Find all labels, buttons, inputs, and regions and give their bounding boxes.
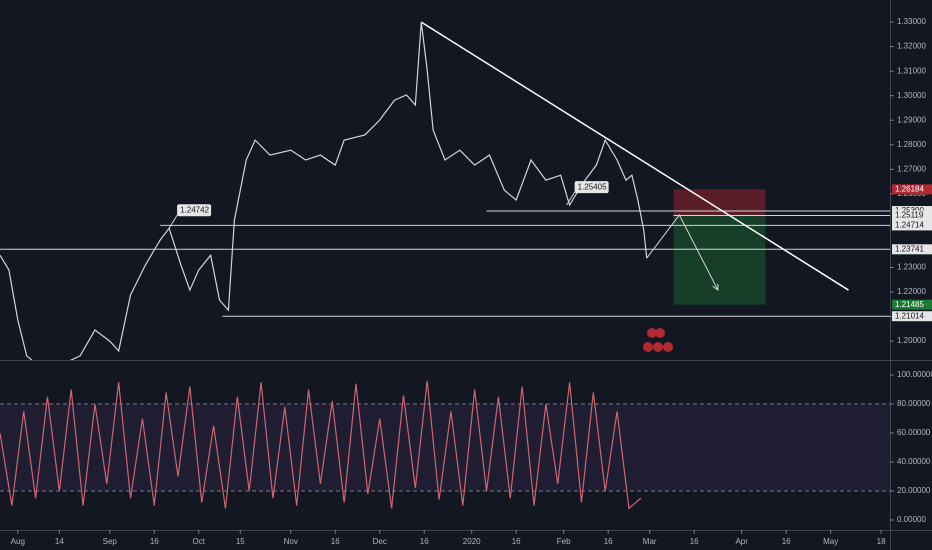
- annotation-box: [177, 204, 212, 217]
- y-tick-label: 40.00000: [897, 457, 931, 466]
- price-label: 1.26184: [895, 184, 924, 193]
- x-tick-label: 18: [877, 537, 886, 546]
- y-tick-label: 1.20000: [897, 336, 926, 345]
- y-tick-label: 1.27000: [897, 164, 926, 173]
- x-tick-label: Mar: [643, 537, 657, 546]
- y-tick-label: 1.22000: [897, 287, 926, 296]
- x-tick-label: 16: [690, 537, 699, 546]
- x-tick-label: Nov: [284, 537, 298, 546]
- y-tick-label: 1.23000: [897, 263, 926, 272]
- y-tick-label: 60.00000: [897, 428, 931, 437]
- annotation-pointer: [168, 214, 178, 229]
- projection: [646, 214, 718, 290]
- price-label: 1.21485: [895, 300, 924, 309]
- y-tick-label: 1.33000: [897, 17, 926, 26]
- x-tick-label: 16: [604, 537, 613, 546]
- price-label-box: [892, 299, 932, 310]
- y-tick-label: 1.32000: [897, 42, 926, 51]
- x-tick-label: 16: [420, 537, 429, 546]
- band-fill: [0, 404, 890, 492]
- x-tick-label: 16: [150, 537, 159, 546]
- stop-zone: [673, 189, 766, 216]
- y-tick-label: 100.00000: [897, 370, 932, 379]
- x-tick-label: Dec: [373, 537, 387, 546]
- annotation-box: [574, 181, 609, 194]
- price-label-box: [892, 244, 932, 255]
- price-label-box: [892, 220, 932, 231]
- pane: [0, 21, 890, 360]
- x-tick-label: 16: [512, 537, 521, 546]
- trendline: [420, 21, 849, 291]
- series-line: [0, 22, 648, 360]
- annotation: 1.25405: [578, 182, 607, 191]
- price-label-box: [892, 311, 932, 322]
- pane: [0, 380, 890, 510]
- target-zone: [673, 215, 766, 305]
- annotation-pointer: [566, 191, 576, 206]
- price-label-box: [892, 184, 932, 195]
- y-tick-label: 1.29000: [897, 115, 926, 124]
- x-tick-label: Aug: [11, 537, 25, 546]
- x-tick-label: 14: [55, 537, 64, 546]
- indicator-icons: [643, 328, 673, 352]
- price-label-box: [892, 210, 932, 221]
- x-tick-label: 16: [331, 537, 340, 546]
- x-tick-label: 16: [782, 537, 791, 546]
- x-tick-label: 15: [236, 537, 245, 546]
- x-tick-label: Apr: [735, 537, 748, 546]
- price-label: 1.23741: [895, 244, 924, 253]
- x-tick-label: Oct: [193, 537, 206, 546]
- y-tick-label: 80.00000: [897, 399, 931, 408]
- annotation: 1.24742: [180, 205, 209, 214]
- y-tick-label: 20.00000: [897, 486, 931, 495]
- x-tick-label: Sep: [103, 537, 118, 546]
- x-tick-label: 2020: [463, 537, 481, 546]
- x-tick-label: Feb: [557, 537, 571, 546]
- series-line: [0, 380, 642, 510]
- y-tick-label: 0.00000: [897, 515, 926, 524]
- price-label: 1.21014: [895, 311, 924, 320]
- y-tick-label: 1.28000: [897, 140, 926, 149]
- y-tick-label: 1.31000: [897, 66, 926, 75]
- y-tick-label: 1.30000: [897, 91, 926, 100]
- price-label: 1.25119: [895, 211, 924, 220]
- x-tick-label: May: [823, 537, 838, 546]
- price-label: 1.24714: [895, 221, 924, 230]
